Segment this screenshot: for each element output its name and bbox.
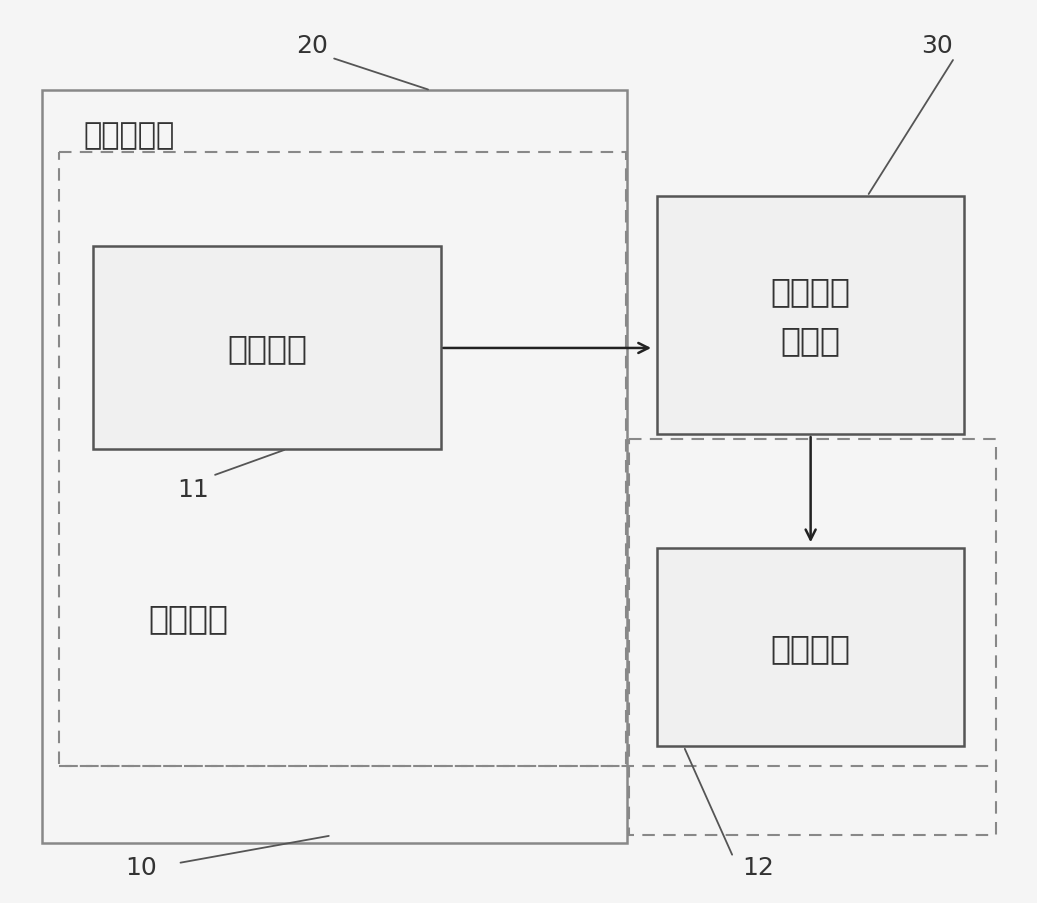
Text: 放电模块: 放电模块 bbox=[770, 631, 850, 664]
Text: 11: 11 bbox=[176, 477, 208, 501]
Bar bbox=[41, 91, 627, 843]
Text: 驱动控制板: 驱动控制板 bbox=[84, 121, 175, 150]
Bar bbox=[656, 197, 964, 434]
Text: 扫描线驱: 扫描线驱 bbox=[770, 275, 850, 308]
Text: 10: 10 bbox=[125, 855, 157, 880]
Text: 20: 20 bbox=[296, 33, 328, 58]
Bar bbox=[59, 153, 626, 767]
Bar bbox=[93, 247, 441, 450]
Bar bbox=[629, 440, 997, 835]
Text: 12: 12 bbox=[742, 855, 774, 880]
Text: 动电路: 动电路 bbox=[781, 324, 841, 358]
Text: 充电模块: 充电模块 bbox=[227, 332, 307, 365]
Bar bbox=[656, 548, 964, 747]
Text: 30: 30 bbox=[921, 33, 953, 58]
Text: 切角电路: 切角电路 bbox=[148, 601, 228, 634]
